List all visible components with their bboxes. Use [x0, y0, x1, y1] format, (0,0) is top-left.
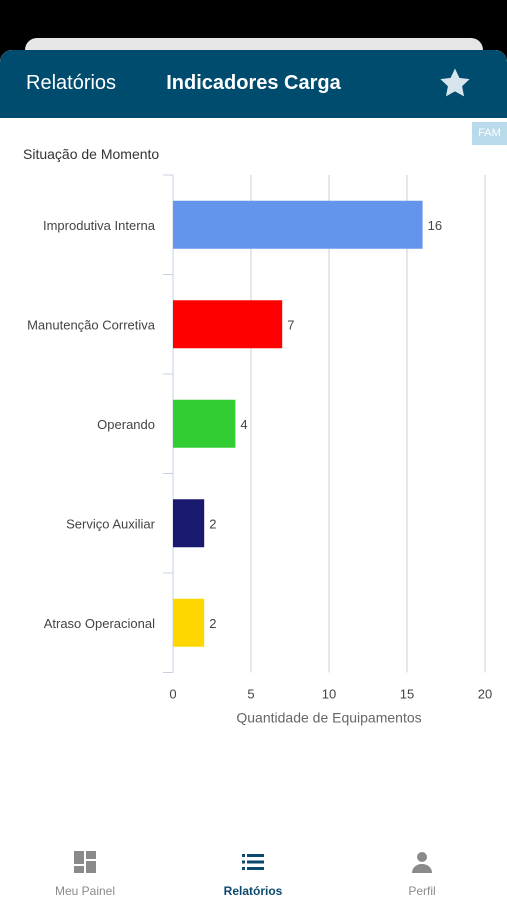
- tab-label-meu-painel: Meu Painel: [54, 884, 116, 898]
- tab-bar: Meu Painel Relatórios Perfil: [0, 840, 507, 900]
- data-label: 7: [287, 317, 294, 332]
- x-axis-label: Quantidade de Equipamentos: [236, 710, 421, 726]
- x-tick-label: 20: [478, 687, 492, 702]
- tab-perfil[interactable]: Perfil: [362, 840, 482, 900]
- category-label: Manutenção Corretiva: [27, 317, 156, 332]
- x-tick-label: 15: [400, 687, 414, 702]
- data-label: 2: [209, 516, 216, 531]
- x-tick-label: 5: [247, 687, 254, 702]
- bar: [173, 598, 205, 647]
- chart-svg: 0 5 10 15 20 Improdutiva Interna 16 Manutenção …: [27, 174, 492, 726]
- tab-label-relatorios: Relatórios: [223, 884, 283, 898]
- back-button[interactable]: Relatórios: [26, 72, 117, 94]
- nav-header: Relatórios Indicadores Carga: [0, 50, 507, 118]
- data-label: 16: [428, 218, 442, 233]
- person-icon: [412, 852, 432, 873]
- category-label: Improdutiva Interna: [43, 218, 156, 233]
- tab-relatorios[interactable]: Relatórios: [193, 840, 313, 900]
- category-label: Atraso Operacional: [44, 616, 155, 631]
- bar: [173, 200, 423, 249]
- bar: [173, 399, 236, 448]
- category-label: Operando: [97, 417, 155, 432]
- tab-label-perfil: Perfil: [408, 884, 436, 898]
- fam-badge[interactable]: FAM: [472, 122, 507, 145]
- bar-chart: 0 5 10 15 20 Improdutiva Interna 16 Manutenção …: [0, 160, 507, 780]
- page-title: Indicadores Carga: [166, 72, 341, 94]
- report-sheet: Relatórios Indicadores Carga FAM Situaçã…: [0, 50, 507, 900]
- dashboard-icon: [74, 851, 96, 873]
- x-tick-label: 10: [322, 687, 336, 702]
- data-label: 4: [240, 417, 247, 432]
- favorite-star-icon[interactable]: [438, 66, 472, 100]
- bar: [173, 499, 205, 548]
- bar: [173, 300, 283, 349]
- data-label: 2: [209, 616, 216, 631]
- chart-title: Situação de Momento: [23, 146, 160, 162]
- x-tick-label: 0: [169, 687, 176, 702]
- category-label: Serviço Auxiliar: [66, 516, 156, 531]
- tab-meu-painel[interactable]: Meu Painel: [25, 840, 145, 900]
- list-icon: [242, 854, 264, 870]
